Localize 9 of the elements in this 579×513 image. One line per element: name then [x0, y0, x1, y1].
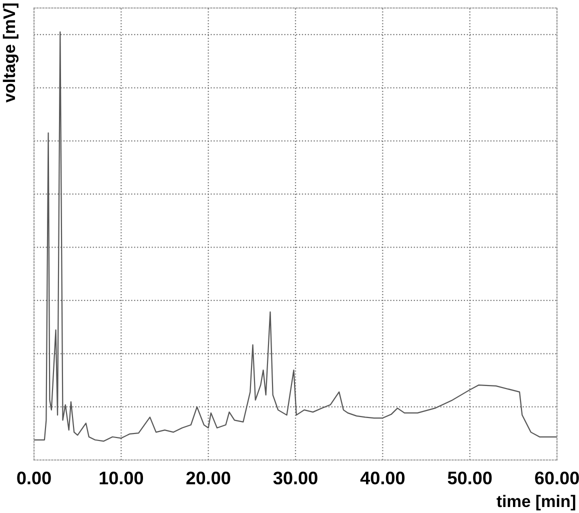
x-tick-label: 20.00: [186, 472, 230, 484]
x-axis-title: time [min]: [496, 494, 576, 510]
x-tick-label: 0.00: [17, 472, 51, 484]
x-tick-label: 60.00: [535, 472, 579, 484]
y-axis-title: voltage [mV]: [2, 3, 19, 103]
x-tick-label: 50.00: [448, 472, 492, 484]
x-tick-label: 30.00: [273, 472, 318, 484]
x-tick-label: 10.00: [100, 472, 144, 484]
x-tick-label: 40.00: [360, 472, 405, 484]
